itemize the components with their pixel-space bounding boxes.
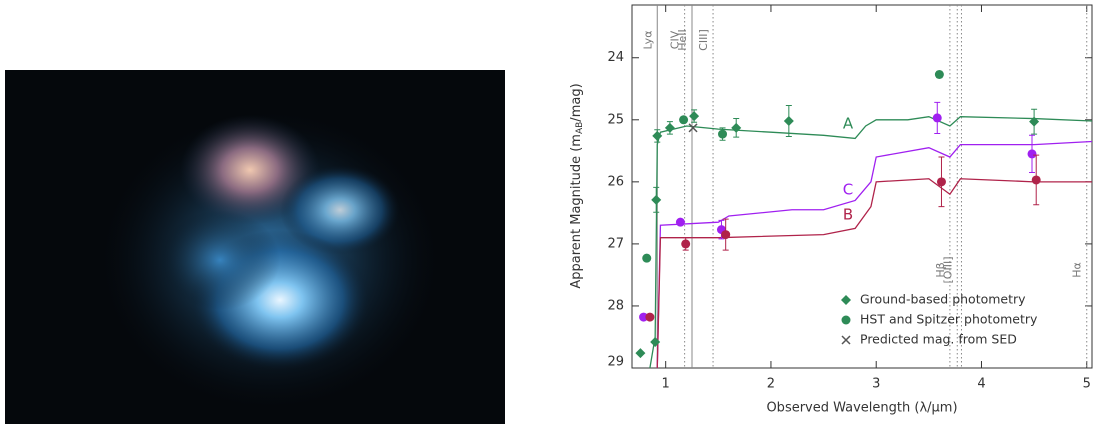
y-tick-label: 26 [607, 174, 624, 189]
x-tick-label: 2 [767, 377, 775, 392]
series-label: A [843, 115, 854, 133]
spectral-line-label: Lyα [641, 31, 654, 50]
galaxy-illustration [5, 70, 505, 424]
y-axis-label: Apparent Magnitude (mAB/mag) [569, 83, 585, 288]
circle-marker [932, 113, 942, 123]
circle-marker [1027, 149, 1037, 159]
diamond-marker [664, 122, 675, 133]
cross-marker [841, 335, 851, 345]
series-label: B [843, 206, 853, 224]
x-tick-label: 5 [1083, 377, 1091, 392]
y-tick-label: 25 [607, 112, 624, 127]
circle-marker [936, 177, 946, 187]
diamond-marker [783, 116, 794, 127]
spectral-line-label: HeII [676, 29, 689, 51]
spectral-line-label: Hβ [934, 262, 947, 277]
model-sed [656, 178, 1092, 369]
series-label: C [843, 181, 853, 199]
plot-frame [631, 4, 1093, 369]
spectral-line-label: Hα [1071, 262, 1084, 278]
model-sed [649, 116, 1093, 369]
y-tick-label: 28 [607, 298, 624, 313]
diamond-marker [731, 122, 742, 133]
circle-marker [645, 312, 655, 322]
circle-marker [642, 253, 652, 263]
diamond-marker [650, 336, 661, 347]
cross-marker [688, 123, 698, 133]
y-tick-label: 29 [607, 355, 624, 370]
circle-marker [679, 115, 689, 125]
x-axis-label: Observed Wavelength (λ/μm) [766, 401, 957, 416]
diamond-marker [841, 295, 851, 305]
diamond-marker [1029, 116, 1040, 127]
legend-label: Ground-based photometry [860, 292, 1026, 307]
diamond-marker [635, 348, 646, 359]
circle-marker [675, 217, 685, 227]
x-tick-label: 1 [662, 377, 670, 392]
circle-marker [721, 230, 731, 240]
circle-marker [718, 129, 728, 139]
circle-marker [934, 69, 944, 79]
circle-marker [1031, 175, 1041, 185]
legend-label: Predicted mag. from SED [860, 332, 1017, 347]
spectral-line-label: CIII] [697, 29, 710, 51]
legend-label: HST and Spitzer photometry [860, 312, 1038, 327]
x-tick-label: 4 [977, 377, 985, 392]
y-tick-label: 24 [607, 50, 624, 65]
circle-marker [841, 315, 851, 325]
diamond-marker [652, 130, 663, 141]
y-tick-label: 27 [607, 236, 624, 251]
x-tick-label: 3 [872, 377, 880, 392]
spectral-line-label: CIV [669, 30, 682, 49]
diamond-marker [689, 111, 700, 122]
diamond-marker [651, 194, 662, 205]
circle-marker [681, 239, 691, 249]
circle-marker [639, 312, 649, 322]
spectral-line-label: [OIII] [941, 257, 954, 284]
model-sed [656, 140, 1093, 369]
